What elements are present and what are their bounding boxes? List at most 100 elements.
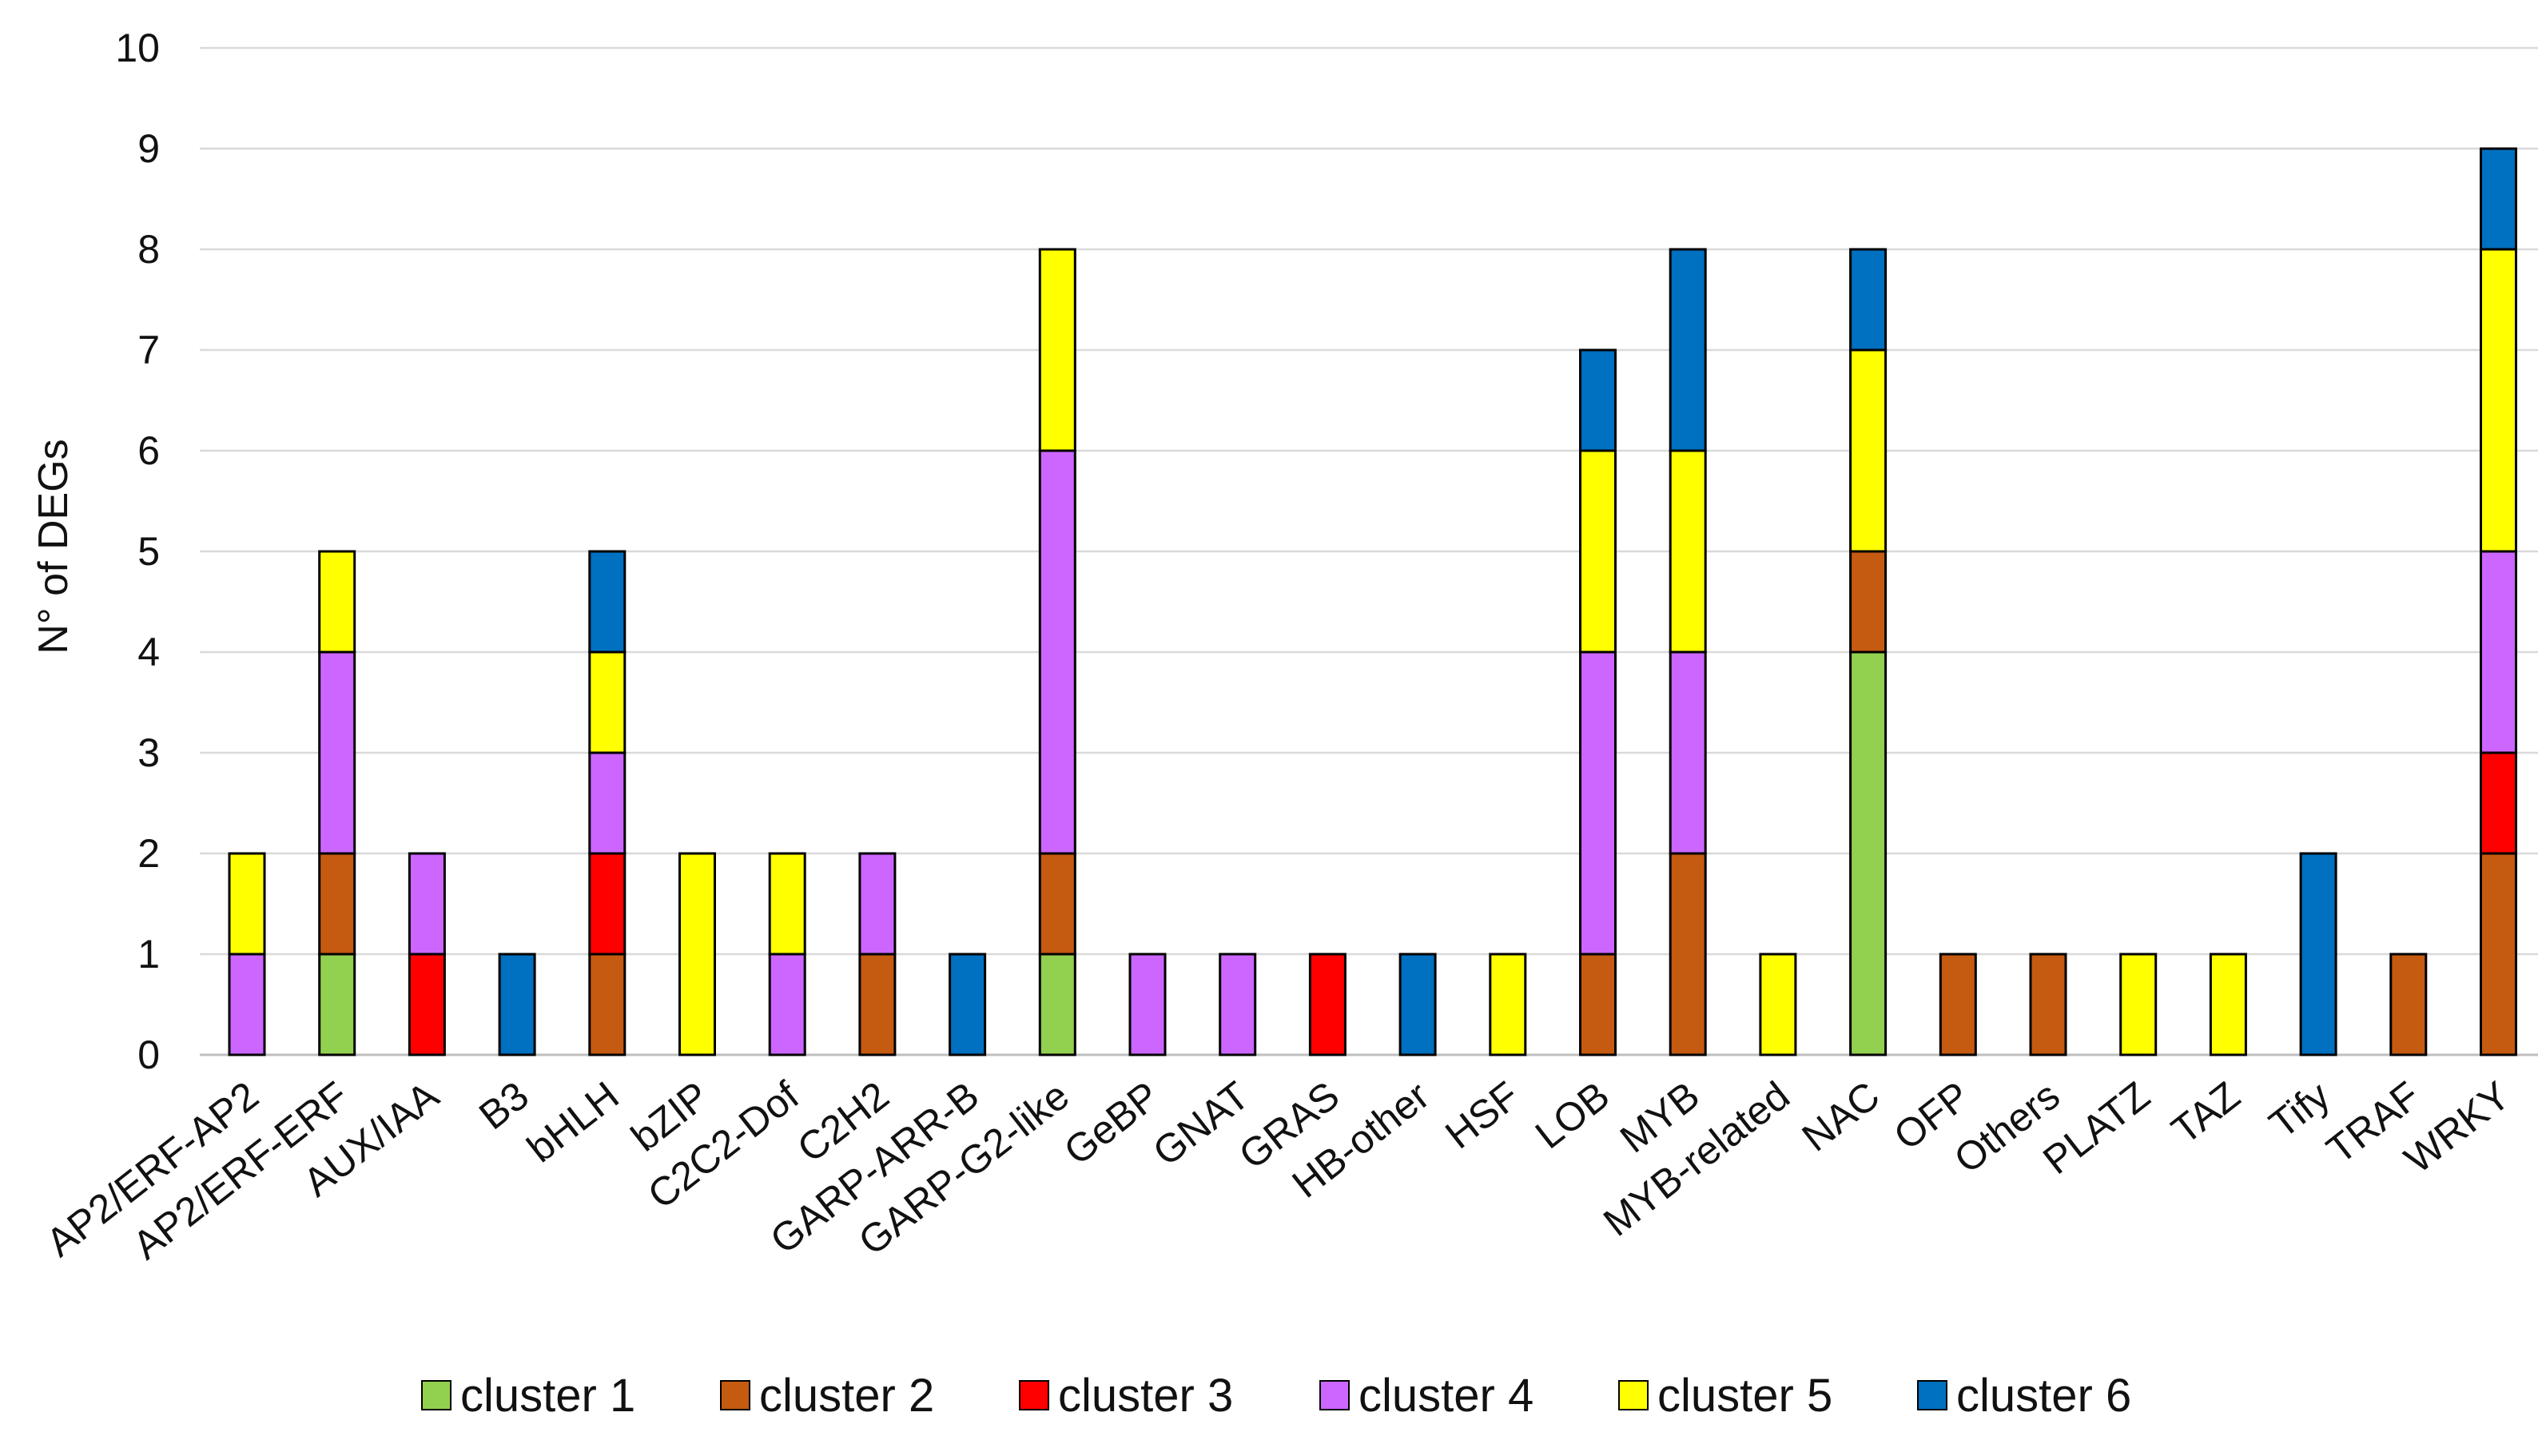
legend-label-cluster-6: cluster 6 [1956, 1370, 2131, 1422]
bar-c2c2-dof [768, 852, 806, 1056]
bar-segment-bhlh-cluster-5 [588, 650, 627, 754]
bar-myb-related [1759, 953, 1797, 1056]
bar-hsf [1489, 953, 1527, 1056]
bar-segment-ap2-erf-erf-cluster-4 [318, 650, 356, 855]
y-tick-label-5: 5 [137, 529, 160, 574]
legend-swatch-cluster-5 [1618, 1380, 1649, 1410]
bar-segment-hb-other-cluster-6 [1398, 953, 1437, 1056]
y-tick-label-6: 6 [137, 428, 160, 473]
legend-item-cluster-1: cluster 1 [421, 1370, 635, 1422]
bar-segment-myb-cluster-2 [1669, 852, 1707, 1056]
gridlines [200, 46, 2538, 1056]
bar-segment-lob-cluster-4 [1579, 650, 1617, 956]
bar-segment-others-cluster-2 [2029, 953, 2067, 1056]
bar-segment-bhlh-cluster-4 [588, 751, 627, 855]
bar-segment-gebp-cluster-4 [1128, 953, 1167, 1056]
bar-segment-ap2-erf-ap2-cluster-5 [228, 852, 266, 956]
bar-segment-ap2-erf-ap2-cluster-4 [228, 953, 266, 1056]
legend-label-cluster-4: cluster 4 [1359, 1370, 1534, 1422]
bar-segment-garp-g2-like-cluster-2 [1038, 852, 1076, 956]
bar-segment-wrky-cluster-5 [2480, 248, 2517, 553]
legend: cluster 1 cluster 2 cluster 3 cluster 4 clus… [421, 1370, 2131, 1422]
bar-segment-hsf-cluster-5 [1489, 953, 1527, 1056]
legend-swatch-cluster-1 [421, 1380, 452, 1410]
y-tick-label-9: 9 [137, 126, 160, 171]
x-category-label-b3: B3 [471, 1073, 537, 1139]
bar-myb [1669, 248, 1707, 1056]
bar-taz [2209, 953, 2247, 1056]
legend-label-cluster-2: cluster 2 [759, 1370, 934, 1422]
bar-segment-gras-cluster-3 [1308, 953, 1347, 1056]
y-tick-label-3: 3 [137, 730, 160, 775]
bar-segment-tify-cluster-6 [2299, 852, 2337, 1056]
legend-item-cluster-2: cluster 2 [720, 1370, 934, 1422]
bar-gras [1308, 953, 1347, 1056]
bar-segment-bhlh-cluster-2 [588, 953, 627, 1056]
y-axis-title: N° of DEGs [30, 439, 77, 654]
bar-nac [1849, 248, 1888, 1056]
y-tick-label-4: 4 [137, 630, 160, 674]
bar-segment-ap2-erf-erf-cluster-5 [318, 550, 356, 654]
bar-segment-c2c2-dof-cluster-5 [768, 852, 806, 956]
y-tick-label-8: 8 [137, 227, 160, 272]
bar-segment-aux-iaa-cluster-4 [408, 852, 446, 956]
x-category-label-hsf: HSF [1437, 1073, 1527, 1158]
bar-segment-wrky-cluster-3 [2480, 751, 2517, 855]
bar-wrky [2480, 147, 2517, 1056]
legend-label-cluster-3: cluster 3 [1058, 1370, 1233, 1422]
bar-segment-nac-cluster-1 [1849, 650, 1888, 1056]
bar-segment-taz-cluster-5 [2209, 953, 2247, 1056]
bar-tify [2299, 852, 2337, 1056]
bar-segment-wrky-cluster-6 [2480, 147, 2517, 251]
y-tick-label-2: 2 [137, 831, 160, 876]
legend-item-cluster-5: cluster 5 [1618, 1370, 1832, 1422]
bar-ap2-erf-erf [318, 550, 356, 1056]
bar-segment-wrky-cluster-2 [2480, 852, 2517, 1056]
x-category-label-platz: PLATZ [2035, 1073, 2158, 1183]
bar-segment-myb-related-cluster-5 [1759, 953, 1797, 1056]
bar-lob [1579, 348, 1617, 1056]
y-tick-label-7: 7 [137, 328, 160, 372]
bar-segment-wrky-cluster-4 [2480, 550, 2517, 754]
bar-segment-b3-cluster-6 [498, 953, 536, 1056]
bar-segment-lob-cluster-6 [1579, 348, 1617, 452]
bar-segment-nac-cluster-6 [1849, 248, 1888, 352]
bar-bhlh [588, 550, 627, 1056]
bar-segment-garp-arr-b-cluster-6 [949, 953, 987, 1056]
bar-segment-garp-g2-like-cluster-1 [1038, 953, 1076, 1056]
x-category-label-lob: LOB [1527, 1073, 1617, 1158]
bar-segment-garp-g2-like-cluster-4 [1038, 449, 1076, 855]
bar-segment-lob-cluster-2 [1579, 953, 1617, 1056]
x-category-label-nac: NAC [1794, 1073, 1888, 1160]
bar-others [2029, 953, 2067, 1056]
y-tick-label-10: 10 [115, 26, 160, 70]
x-category-label-wrky: WRKY [2397, 1073, 2519, 1182]
y-tick-label-1: 1 [137, 932, 160, 977]
legend-item-cluster-6: cluster 6 [1917, 1370, 2131, 1422]
legend-label-cluster-5: cluster 5 [1657, 1370, 1832, 1422]
legend-item-cluster-4: cluster 4 [1319, 1370, 1534, 1422]
bar-segment-c2c2-dof-cluster-4 [768, 953, 806, 1056]
bar-b3 [498, 953, 536, 1056]
bar-segment-bhlh-cluster-6 [588, 550, 627, 654]
x-category-label-gnat: GNAT [1144, 1073, 1257, 1175]
bar-segment-garp-g2-like-cluster-5 [1038, 248, 1076, 452]
bar-segment-traf-cluster-2 [2389, 953, 2428, 1056]
bar-segment-nac-cluster-2 [1849, 550, 1888, 654]
legend-swatch-cluster-2 [720, 1380, 750, 1410]
bar-segment-ap2-erf-erf-cluster-1 [318, 953, 356, 1056]
bar-traf [2389, 953, 2428, 1056]
bar-aux-iaa [408, 852, 446, 1056]
bar-hb-other [1398, 953, 1437, 1056]
bar-segment-ap2-erf-erf-cluster-2 [318, 852, 356, 956]
legend-swatch-cluster-4 [1319, 1380, 1350, 1410]
legend-item-cluster-3: cluster 3 [1019, 1370, 1233, 1422]
bar-segment-gnat-cluster-4 [1219, 953, 1257, 1056]
bar-segment-c2h2-cluster-2 [858, 953, 897, 1056]
bar-segment-myb-cluster-6 [1669, 248, 1707, 452]
bar-segment-nac-cluster-5 [1849, 348, 1888, 553]
bar-gnat [1219, 953, 1257, 1056]
x-category-label-bhlh: bHLH [519, 1073, 627, 1172]
